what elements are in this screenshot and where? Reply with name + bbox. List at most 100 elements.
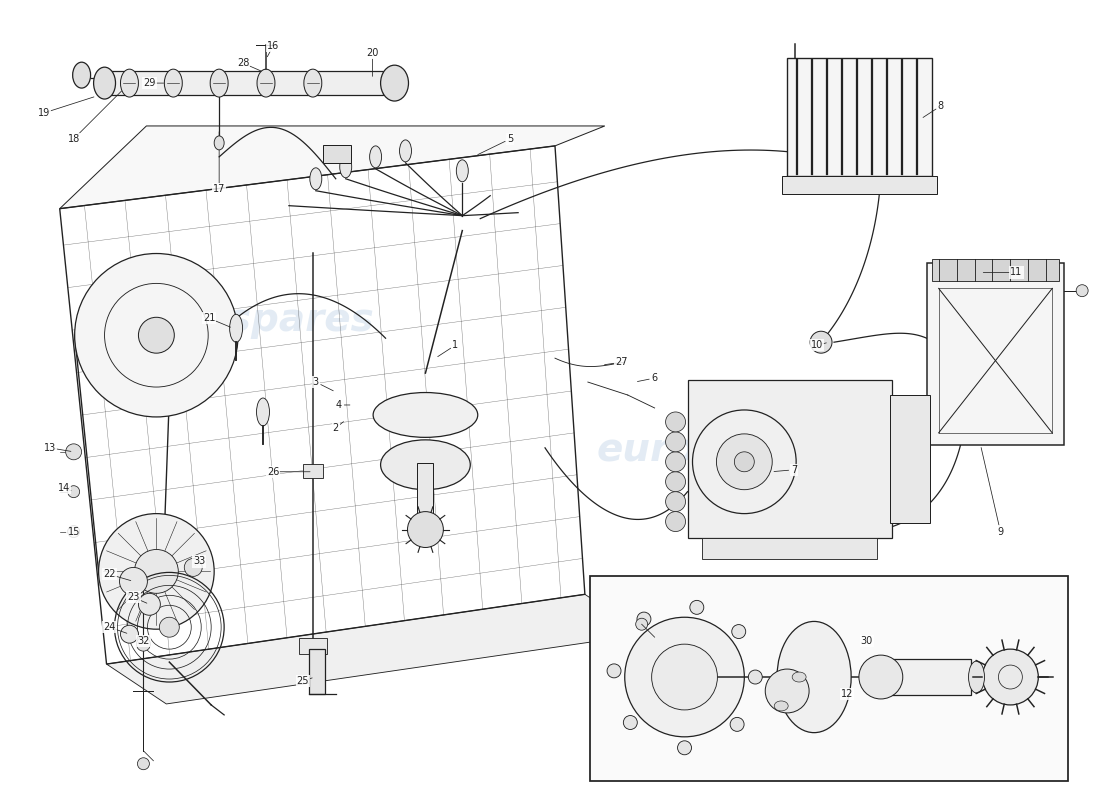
Ellipse shape <box>73 62 90 88</box>
Bar <box>299 638 327 654</box>
Bar <box>302 464 322 478</box>
Text: 7: 7 <box>791 465 798 474</box>
Text: 5: 5 <box>507 134 514 144</box>
Circle shape <box>68 486 79 498</box>
Text: 15: 15 <box>67 526 80 537</box>
Ellipse shape <box>732 625 746 638</box>
Circle shape <box>636 618 648 630</box>
Ellipse shape <box>381 440 471 490</box>
Circle shape <box>859 655 903 699</box>
Text: 1: 1 <box>452 340 459 350</box>
Text: eurospares: eurospares <box>129 302 374 339</box>
Text: 17: 17 <box>213 184 226 194</box>
Bar <box>788 58 932 176</box>
Circle shape <box>693 410 796 514</box>
Circle shape <box>651 644 717 710</box>
Text: 30: 30 <box>861 636 873 646</box>
Ellipse shape <box>370 146 382 168</box>
Circle shape <box>99 514 214 630</box>
Ellipse shape <box>624 715 637 730</box>
Circle shape <box>134 550 178 594</box>
Circle shape <box>1076 285 1088 297</box>
Bar <box>418 462 433 525</box>
Text: 10: 10 <box>811 340 823 350</box>
Text: 3: 3 <box>312 377 319 387</box>
Text: 4: 4 <box>336 400 342 410</box>
Ellipse shape <box>774 701 789 711</box>
Circle shape <box>666 492 685 512</box>
Ellipse shape <box>210 69 228 97</box>
Circle shape <box>735 452 755 472</box>
Circle shape <box>810 331 832 353</box>
Ellipse shape <box>310 168 322 190</box>
Ellipse shape <box>373 393 477 438</box>
Text: eurospares: eurospares <box>596 431 843 469</box>
Text: 19: 19 <box>37 108 50 118</box>
Circle shape <box>136 637 151 651</box>
Text: 9: 9 <box>998 526 1003 537</box>
Polygon shape <box>107 594 645 704</box>
Bar <box>322 145 351 163</box>
Text: 23: 23 <box>128 592 140 602</box>
Bar <box>688 380 892 538</box>
Text: 6: 6 <box>651 373 658 383</box>
Ellipse shape <box>256 398 270 426</box>
Text: 33: 33 <box>194 557 206 566</box>
Circle shape <box>766 669 810 713</box>
Text: 25: 25 <box>297 676 309 686</box>
Bar <box>782 176 937 194</box>
Bar <box>703 538 877 559</box>
Circle shape <box>666 412 685 432</box>
Text: 22: 22 <box>103 570 116 579</box>
Ellipse shape <box>792 672 806 682</box>
Ellipse shape <box>607 664 621 678</box>
Circle shape <box>68 526 79 538</box>
Text: 32: 32 <box>138 636 150 646</box>
Text: 14: 14 <box>57 482 69 493</box>
Ellipse shape <box>121 69 139 97</box>
Circle shape <box>666 472 685 492</box>
Text: 12: 12 <box>840 689 854 699</box>
Text: 16: 16 <box>267 42 279 51</box>
Circle shape <box>716 434 772 490</box>
Ellipse shape <box>230 314 243 342</box>
Bar <box>932 259 1059 282</box>
Text: 27: 27 <box>616 357 628 367</box>
Text: 31: 31 <box>1014 652 1026 662</box>
Text: 13: 13 <box>44 443 56 453</box>
Ellipse shape <box>399 140 411 162</box>
Ellipse shape <box>340 156 352 178</box>
Ellipse shape <box>748 670 762 684</box>
Ellipse shape <box>214 136 224 150</box>
Ellipse shape <box>257 69 275 97</box>
Circle shape <box>75 254 238 417</box>
Bar <box>890 395 930 522</box>
Text: 28: 28 <box>236 58 250 68</box>
Ellipse shape <box>304 69 322 97</box>
Circle shape <box>666 452 685 472</box>
Circle shape <box>185 558 202 576</box>
Circle shape <box>407 512 443 547</box>
Text: 18: 18 <box>67 134 80 144</box>
Ellipse shape <box>164 69 183 97</box>
Ellipse shape <box>968 661 984 693</box>
Ellipse shape <box>456 160 469 182</box>
Circle shape <box>139 318 174 353</box>
Text: 8: 8 <box>937 101 944 111</box>
Text: 11: 11 <box>1010 267 1023 278</box>
Ellipse shape <box>381 65 408 101</box>
Circle shape <box>138 758 150 770</box>
Bar <box>110 71 383 95</box>
Text: 29: 29 <box>143 78 155 88</box>
Circle shape <box>121 626 139 643</box>
Circle shape <box>120 567 147 595</box>
Circle shape <box>625 618 745 737</box>
Bar <box>871 659 970 695</box>
Circle shape <box>160 618 179 637</box>
Ellipse shape <box>637 612 651 626</box>
Text: 26: 26 <box>267 466 279 477</box>
Bar <box>309 649 324 694</box>
Ellipse shape <box>730 718 744 731</box>
Bar <box>926 263 1064 445</box>
Ellipse shape <box>777 622 851 733</box>
